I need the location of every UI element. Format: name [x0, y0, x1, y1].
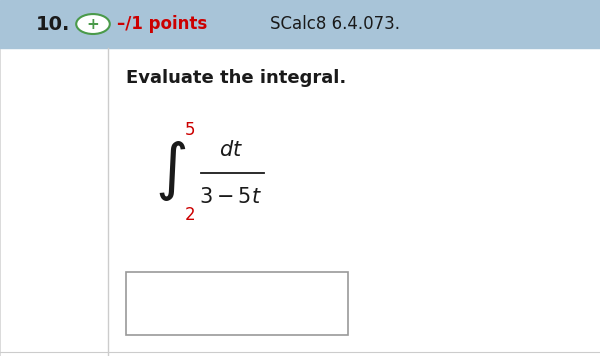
Text: +: + [86, 16, 100, 32]
Text: SCalc8 6.4.073.: SCalc8 6.4.073. [270, 15, 400, 33]
FancyBboxPatch shape [0, 0, 600, 48]
Text: 2: 2 [185, 206, 196, 224]
Text: $\int$: $\int$ [155, 139, 187, 203]
Circle shape [76, 14, 110, 34]
Text: 5: 5 [185, 121, 196, 139]
Text: 10.: 10. [36, 15, 70, 33]
Text: $3-5t$: $3-5t$ [199, 187, 263, 206]
Text: Evaluate the integral.: Evaluate the integral. [126, 69, 346, 87]
FancyBboxPatch shape [126, 272, 348, 335]
Text: –/1 points: –/1 points [117, 15, 207, 33]
Text: $dt$: $dt$ [219, 140, 243, 160]
FancyBboxPatch shape [0, 48, 600, 356]
